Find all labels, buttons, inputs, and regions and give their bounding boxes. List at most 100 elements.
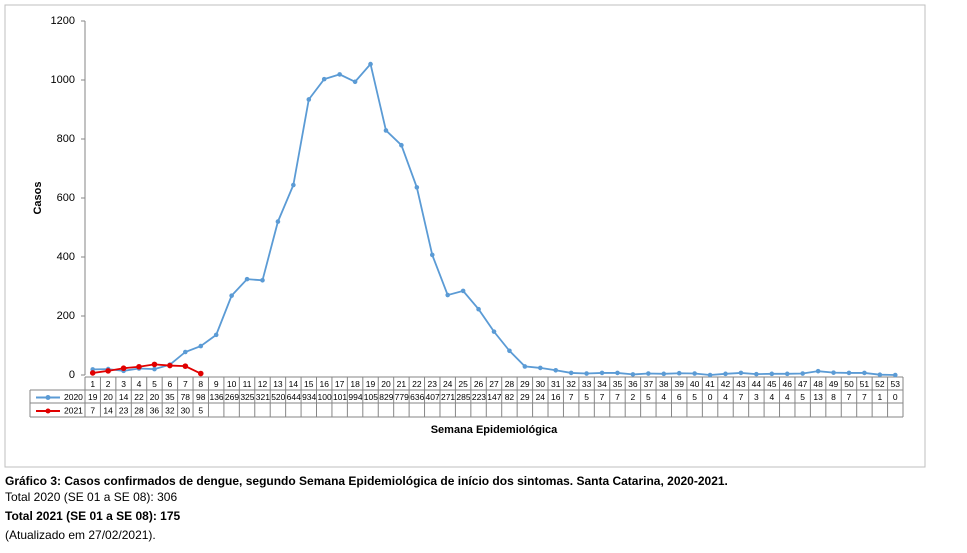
y-tick-label: 600 bbox=[57, 192, 75, 204]
table-value: 1019 bbox=[333, 392, 352, 402]
table-value: 829 bbox=[379, 392, 393, 402]
data-point bbox=[445, 292, 450, 298]
data-point bbox=[321, 76, 327, 82]
x-tick-label: 25 bbox=[458, 379, 468, 389]
x-tick-label: 18 bbox=[350, 379, 360, 389]
data-point bbox=[584, 371, 589, 376]
note: Total 2021 (SE 01 a SE 08): 175 bbox=[5, 509, 181, 523]
table-value: 325 bbox=[240, 392, 254, 402]
table-value: 28 bbox=[134, 405, 144, 415]
table-value: 20 bbox=[103, 392, 113, 402]
x-tick-label: 10 bbox=[227, 379, 237, 389]
legend-label: 2021 bbox=[64, 405, 83, 415]
data-point bbox=[198, 343, 204, 349]
table-value: 4 bbox=[769, 392, 774, 402]
note: (Atualizado em 27/02/2021). bbox=[5, 528, 156, 542]
x-tick-label: 20 bbox=[381, 379, 391, 389]
x-tick-label: 39 bbox=[674, 379, 684, 389]
data-point bbox=[877, 372, 883, 378]
note: Total 2020 (SE 01 a SE 08): 306 bbox=[5, 490, 178, 504]
x-tick-label: 3 bbox=[121, 379, 126, 389]
x-tick-label: 12 bbox=[258, 379, 268, 389]
x-tick-label: 19 bbox=[366, 379, 376, 389]
chart: Casos Semana Epidemiológica 020040060080… bbox=[4, 4, 926, 468]
data-point bbox=[414, 185, 420, 190]
table-value: 7 bbox=[847, 392, 852, 402]
table-value: 2 bbox=[631, 392, 636, 402]
table-value: 5 bbox=[646, 392, 651, 402]
data-point bbox=[800, 371, 805, 376]
x-tick-label: 34 bbox=[597, 379, 607, 389]
table-value: 994 bbox=[348, 392, 362, 402]
data-point bbox=[646, 371, 651, 376]
x-tick-label: 23 bbox=[428, 379, 438, 389]
x-tick-label: 4 bbox=[137, 379, 142, 389]
x-tick-label: 46 bbox=[783, 379, 793, 389]
data-point bbox=[522, 364, 528, 369]
data-point bbox=[291, 182, 296, 188]
data-point bbox=[120, 365, 127, 372]
x-tick-label: 33 bbox=[582, 379, 592, 389]
table-value: 24 bbox=[536, 392, 546, 402]
data-point bbox=[815, 368, 821, 374]
table-value: 5 bbox=[198, 405, 203, 415]
data-point bbox=[182, 363, 189, 369]
data-point bbox=[491, 329, 497, 334]
table-value: 0 bbox=[893, 392, 898, 402]
x-tick-label: 8 bbox=[198, 379, 203, 389]
table-value: 147 bbox=[487, 392, 501, 402]
data-point bbox=[352, 79, 358, 85]
x-tick-label: 1 bbox=[90, 379, 95, 389]
x-tick-label: 21 bbox=[397, 379, 407, 389]
data-point bbox=[676, 370, 682, 376]
table-value: 7 bbox=[739, 392, 744, 402]
x-tick-label: 38 bbox=[659, 379, 669, 389]
table-value: 934 bbox=[302, 392, 316, 402]
data-point bbox=[630, 372, 636, 377]
table-value: 1 bbox=[877, 392, 882, 402]
x-tick-label: 45 bbox=[767, 379, 777, 389]
data-point bbox=[846, 370, 852, 376]
x-tick-label: 6 bbox=[168, 379, 173, 389]
y-axis-title: Casos bbox=[32, 181, 44, 214]
table-value: 407 bbox=[426, 392, 440, 402]
data-point bbox=[692, 371, 697, 376]
y-tick-label: 1200 bbox=[51, 15, 75, 27]
table-value: 7 bbox=[90, 405, 95, 415]
legend-marker bbox=[45, 395, 51, 400]
table-value: 3 bbox=[754, 392, 759, 402]
table-value: 7 bbox=[615, 392, 620, 402]
table-value: 14 bbox=[119, 392, 129, 402]
x-tick-label: 29 bbox=[520, 379, 530, 389]
y-tick-label: 800 bbox=[57, 133, 75, 145]
table-value: 4 bbox=[785, 392, 790, 402]
table-value: 8 bbox=[831, 392, 836, 402]
x-tick-label: 24 bbox=[443, 379, 453, 389]
caption: Gráfico 3: Casos confirmados de dengue, … bbox=[5, 474, 728, 488]
data-point bbox=[368, 61, 373, 67]
table-value: 5 bbox=[800, 392, 805, 402]
series-line bbox=[92, 62, 896, 376]
data-point bbox=[784, 371, 790, 377]
table-value: 13 bbox=[813, 392, 823, 402]
table-value: 20 bbox=[150, 392, 160, 402]
data-point bbox=[306, 97, 312, 102]
data-point bbox=[723, 371, 728, 377]
table-value: 1054 bbox=[364, 392, 383, 402]
x-tick-label: 53 bbox=[891, 379, 901, 389]
table-value: 644 bbox=[287, 392, 301, 402]
data-point bbox=[383, 128, 389, 133]
table-value: 14 bbox=[103, 405, 113, 415]
x-tick-label: 31 bbox=[551, 379, 561, 389]
table-value: 779 bbox=[395, 392, 409, 402]
data-point bbox=[183, 349, 188, 355]
x-tick-label: 16 bbox=[319, 379, 329, 389]
table-value: 4 bbox=[661, 392, 666, 402]
table-value: 5 bbox=[584, 392, 589, 402]
data-point bbox=[105, 368, 111, 374]
data-point bbox=[707, 372, 713, 378]
data-point bbox=[429, 252, 435, 258]
data-point bbox=[337, 72, 342, 77]
table-value: 136 bbox=[209, 392, 223, 402]
